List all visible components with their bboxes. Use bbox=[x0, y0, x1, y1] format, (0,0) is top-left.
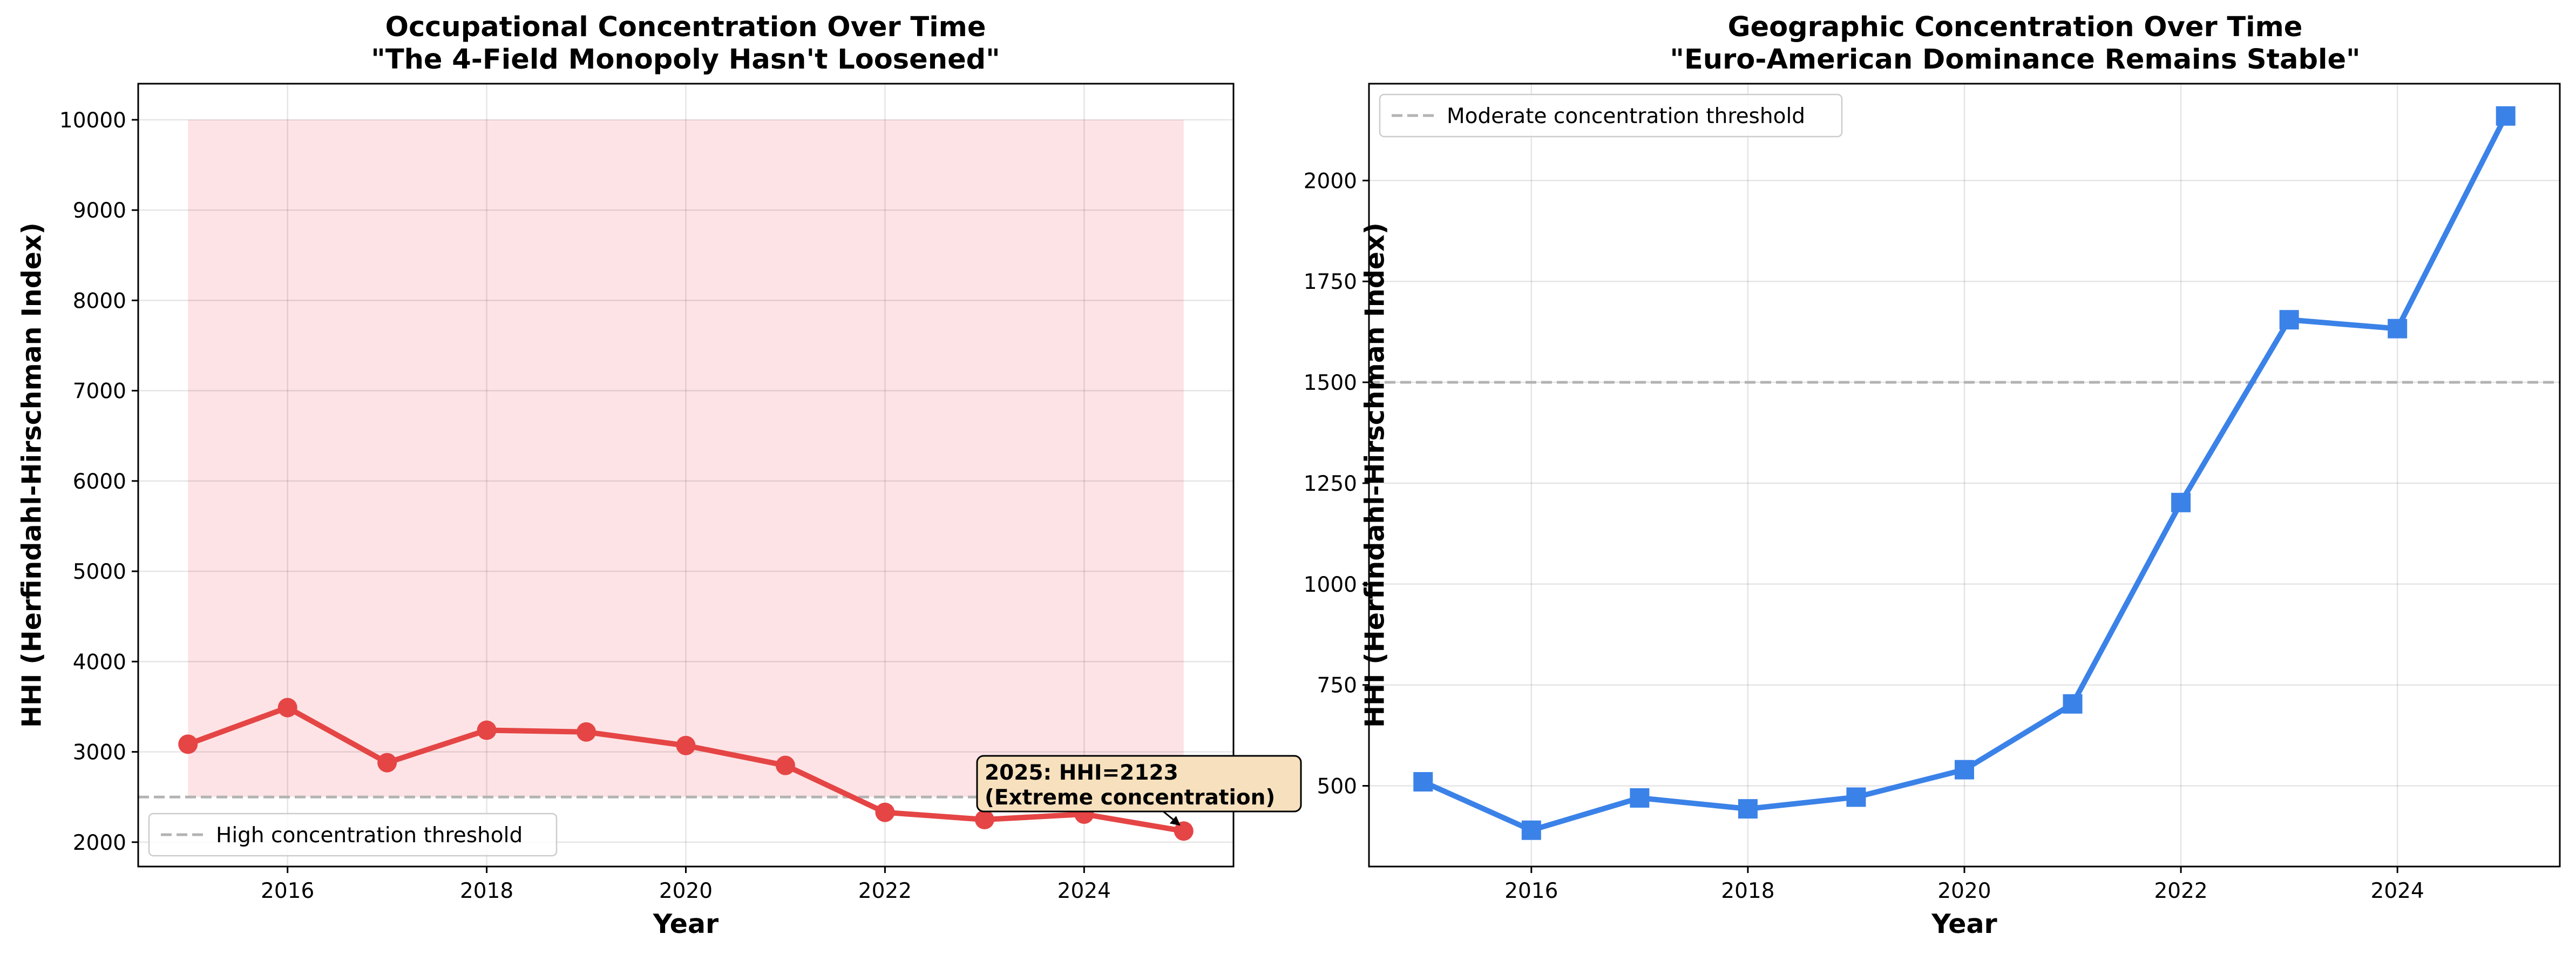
data-point bbox=[974, 810, 994, 830]
data-point bbox=[2171, 492, 2191, 512]
data-point bbox=[1521, 820, 1541, 840]
legend: High concentration threshold bbox=[148, 813, 558, 857]
x-tick-label: 2024 bbox=[1057, 879, 1111, 903]
data-point bbox=[1955, 760, 1974, 780]
legend-label: Moderate concentration threshold bbox=[1447, 104, 1805, 128]
annotation-line-1: 2025: HHI=2123 bbox=[985, 761, 1178, 785]
y-tick-label: 3000 bbox=[73, 741, 126, 765]
annotation: 2025: HHI=2123(Extreme concentration) bbox=[976, 755, 1302, 826]
y-tick-label: 5000 bbox=[73, 560, 126, 584]
x-tick-label: 2016 bbox=[261, 879, 314, 903]
legend: Moderate concentration threshold bbox=[1379, 93, 1843, 138]
x-tick-label: 2022 bbox=[2154, 879, 2207, 903]
y-tick-label: 2000 bbox=[73, 831, 126, 855]
data-point bbox=[277, 698, 297, 718]
y-axis-label: HHI (Herfindahl-Hirschman Index) bbox=[17, 222, 48, 728]
chart-title: Occupational Concentration Over Time bbox=[385, 11, 986, 43]
legend-label: High concentration threshold bbox=[216, 823, 523, 848]
x-tick-label: 2022 bbox=[858, 879, 912, 903]
chart-subtitle: "The 4-Field Monopoly Hasn't Loosened" bbox=[371, 44, 1000, 76]
data-point bbox=[2388, 319, 2408, 339]
legend-box bbox=[1379, 93, 1843, 138]
data-point bbox=[1174, 821, 1194, 841]
y-tick-label: 9000 bbox=[73, 199, 126, 223]
x-tick-label: 2016 bbox=[1504, 879, 1558, 903]
legend-box bbox=[148, 813, 558, 857]
x-tick-label: 2020 bbox=[1937, 879, 1991, 903]
data-point bbox=[2496, 106, 2516, 126]
x-axis-label: Year bbox=[653, 909, 719, 939]
data-point bbox=[178, 734, 198, 754]
annotation-arrowhead bbox=[1169, 816, 1181, 826]
y-tick-label: 1000 bbox=[1304, 573, 1357, 597]
y-tick-label: 1250 bbox=[1304, 472, 1357, 496]
occupational-concentration-chart: 2016 2018 2020 2022 2024 2000 3000 4000 5000 6000… bbox=[17, 11, 1302, 939]
chart-title: Geographic Concentration Over Time bbox=[1728, 11, 2303, 43]
y-tick-label: 8000 bbox=[73, 289, 126, 313]
data-point bbox=[1846, 787, 1866, 807]
data-point bbox=[1630, 788, 1650, 808]
y-tick-label: 1500 bbox=[1304, 371, 1357, 395]
y-tick-label: 500 bbox=[1317, 775, 1357, 799]
annotation-box bbox=[976, 755, 1302, 813]
x-tick-label: 2020 bbox=[659, 879, 713, 903]
annotation-line-2: (Extreme concentration) bbox=[985, 786, 1275, 810]
y-tick-label: 7000 bbox=[73, 380, 126, 404]
x-tick-label: 2018 bbox=[1721, 879, 1774, 903]
y-tick-label: 6000 bbox=[73, 470, 126, 494]
y-tick-label: 750 bbox=[1317, 674, 1357, 698]
data-point bbox=[676, 735, 696, 755]
shaded-region bbox=[188, 119, 1184, 797]
data-point bbox=[1413, 772, 1433, 792]
data-point bbox=[477, 720, 497, 740]
x-axis-label: Year bbox=[1931, 909, 1997, 939]
data-point bbox=[775, 755, 795, 775]
geographic-concentration-chart: 2016 2018 2020 2022 2024 500 750 1000 1250 1500 17… bbox=[1304, 11, 2561, 939]
x-tick-label: 2018 bbox=[460, 879, 513, 903]
data-point bbox=[577, 722, 596, 742]
y-tick-label: 10000 bbox=[59, 109, 126, 133]
data-point bbox=[2279, 310, 2299, 330]
x-tick-label: 2024 bbox=[2371, 879, 2424, 903]
y-axis-label: HHI (Herfindahl-Hirschman Index) bbox=[1360, 222, 1391, 728]
chart-subtitle: "Euro-American Dominance Remains Stable" bbox=[1670, 44, 2360, 76]
y-tick-label: 1750 bbox=[1304, 270, 1357, 294]
data-point bbox=[377, 753, 397, 773]
data-point bbox=[875, 802, 895, 822]
data-point bbox=[2063, 694, 2083, 714]
y-tick-label: 4000 bbox=[73, 650, 126, 674]
data-point bbox=[1738, 799, 1758, 819]
y-tick-label: 2000 bbox=[1304, 169, 1357, 193]
